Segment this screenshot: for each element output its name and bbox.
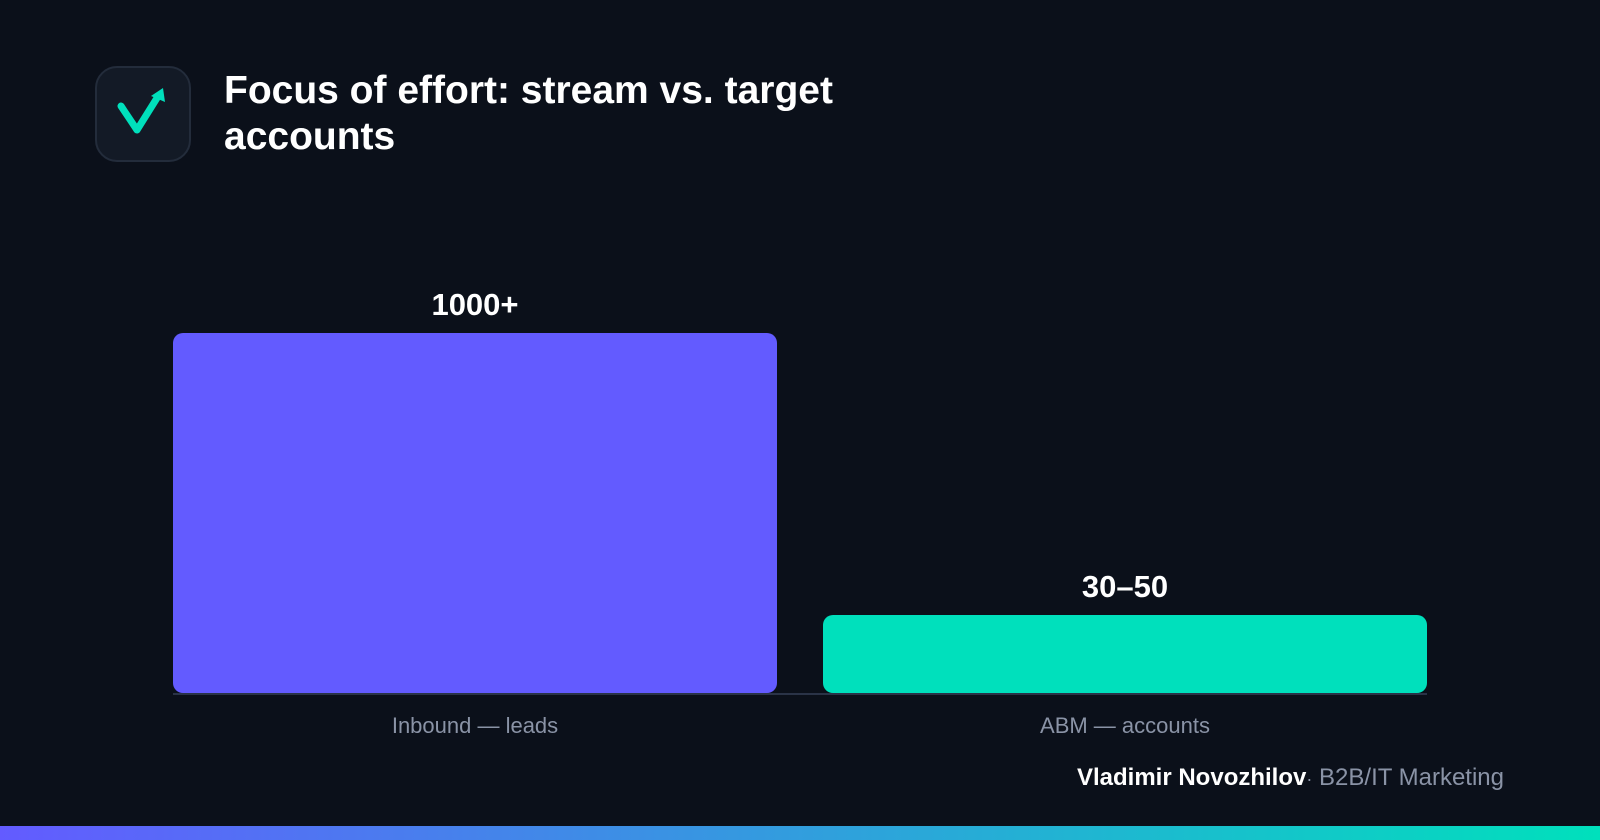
bottom-gradient-bar (0, 826, 1600, 840)
value-label-abm: 30–50 (1082, 569, 1168, 604)
checkmark-arrow-icon (117, 88, 165, 134)
footer-separator: · (1306, 769, 1313, 789)
category-label-abm: ABM — accounts (1040, 713, 1210, 738)
bar-abm (823, 615, 1427, 693)
bar-inbound (173, 333, 777, 693)
author-name: Vladimir Novozhilov (1076, 764, 1307, 791)
logo (95, 66, 191, 162)
value-label-inbound: 1000+ (431, 287, 518, 322)
author-role: B2B/IT Marketing (1319, 764, 1504, 791)
page-title: Focus of effort: stream vs. target accou… (224, 69, 833, 158)
bar-chart: 1000+ Inbound — leads 30–50 ABM — accounts (173, 287, 1427, 738)
author-credit: Vladimir Novozhilov· B2B/IT Marketing (1077, 762, 1504, 795)
category-label-inbound: Inbound — leads (392, 713, 558, 738)
